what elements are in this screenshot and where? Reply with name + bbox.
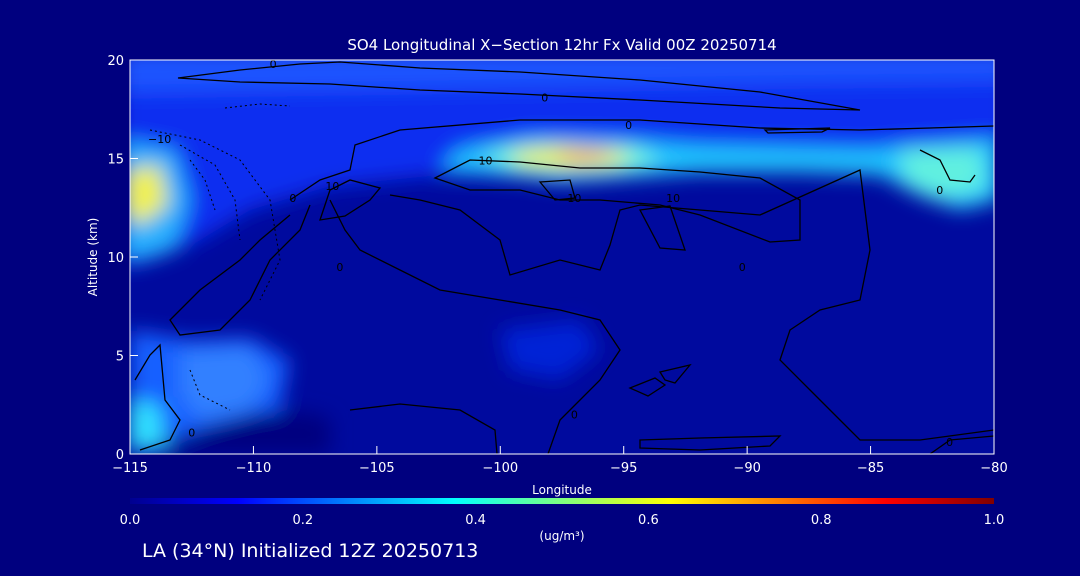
footer-caption: LA (34°N) Initialized 12Z 20250713 xyxy=(142,540,479,562)
x-tick-label: −80 xyxy=(980,461,1007,476)
x-tick-label: −110 xyxy=(236,461,272,476)
contour-label: 0 xyxy=(188,426,195,439)
colorbar-ticks: 0.0 0.2 0.4 0.6 0.8 1.0 xyxy=(120,513,1005,528)
contour-neg-2 xyxy=(179,144,241,241)
field-top-strip xyxy=(130,60,994,92)
colorbar-gradient xyxy=(130,498,994,504)
x-tick-label: −105 xyxy=(359,461,395,476)
colorbar-tick-label: 0.8 xyxy=(811,513,832,528)
x-tick-label: −95 xyxy=(610,461,637,476)
colorbar-tick-label: 0.6 xyxy=(638,513,659,528)
contour-label: 0 xyxy=(739,261,746,274)
contour-label: 0 xyxy=(946,436,953,449)
contour-neg-1 xyxy=(149,129,281,301)
y-axis-label: Altitude (km) xyxy=(86,218,100,297)
colorbar-tick-label: 0.4 xyxy=(465,513,486,528)
field-surface-cyan xyxy=(130,400,165,452)
contour-surface-0 xyxy=(349,403,498,454)
field-mid-patch xyxy=(500,320,600,380)
contour-neg-5 xyxy=(189,369,231,411)
y-tick-label: 0 xyxy=(116,448,124,463)
contour-neg-4 xyxy=(224,103,291,109)
colorbar-tick-label: 0.0 xyxy=(120,513,141,528)
contour-east-surface-0 xyxy=(929,435,994,454)
colorbar: 0.0 0.2 0.4 0.6 0.8 1.0 (ug/m³) xyxy=(120,498,1005,543)
x-tick-label: −115 xyxy=(112,461,148,476)
y-tick-label: 20 xyxy=(107,54,124,69)
contour-label: 0 xyxy=(289,192,296,205)
contour-label: 0 xyxy=(936,184,943,197)
contour-lines xyxy=(134,61,994,454)
x-tick-label: −85 xyxy=(857,461,884,476)
concentration-field xyxy=(130,60,994,454)
y-tick-label: 10 xyxy=(107,251,124,266)
contour-10-pocket xyxy=(538,179,576,201)
terrain xyxy=(160,412,330,454)
contour-label: 0 xyxy=(270,58,277,71)
contour-label: 10 xyxy=(325,180,339,193)
contour-small-loop-2 xyxy=(658,363,692,384)
contour-lower-0 xyxy=(329,199,621,454)
contour-mid-0 xyxy=(389,169,994,441)
contour-small-loop-1 xyxy=(628,377,667,397)
contour-label: 0 xyxy=(625,119,632,132)
plot-area: 0 0 0 −10 10 10 10 10 0 0 0 0 0 0 0 xyxy=(130,58,994,454)
contour-10-west xyxy=(319,179,382,221)
contour-bottom-0 xyxy=(639,435,782,451)
contour-label: 0 xyxy=(336,261,343,274)
x-axis-label: Longitude xyxy=(532,483,592,497)
contour-top-0 xyxy=(177,61,861,111)
contour-labels: 0 0 0 −10 10 10 10 10 0 0 0 0 0 0 0 xyxy=(148,58,953,449)
x-axis: −115 −110 −105 −100 −95 −90 −85 −80 xyxy=(112,446,1008,476)
y-tick-label: 5 xyxy=(116,350,124,365)
field-cyan-east xyxy=(900,148,985,198)
contour-label: 10 xyxy=(567,192,581,205)
field-lower-plume-core xyxy=(180,345,270,420)
contour-label: 10 xyxy=(666,192,680,205)
contour-10-east xyxy=(638,205,686,251)
contour-plume-0 xyxy=(134,343,181,451)
contour-label: 0 xyxy=(571,409,578,422)
contour-east-0 xyxy=(919,149,976,183)
colorbar-tick-label: 1.0 xyxy=(984,513,1005,528)
contour-inner-0 xyxy=(169,204,311,336)
colorbar-units: (ug/m³) xyxy=(539,529,584,543)
contour-label: 0 xyxy=(541,91,548,104)
contour-label: −10 xyxy=(148,133,171,146)
contour-neg-3 xyxy=(189,159,216,211)
chart-title: SO4 Longitudinal X−Section 12hr Fx Valid… xyxy=(347,36,776,54)
contour-main-0 xyxy=(289,119,994,201)
field-orange-core xyxy=(560,150,610,164)
contour-10-center xyxy=(433,159,801,243)
y-axis: 0 5 10 15 20 xyxy=(107,54,138,463)
contour-label: 10 xyxy=(478,154,492,167)
x-tick-label: −100 xyxy=(482,461,518,476)
x-tick-label: −90 xyxy=(733,461,760,476)
negative-contours xyxy=(149,103,291,411)
field-west-yellow xyxy=(130,165,168,225)
colorbar-tick-label: 0.2 xyxy=(292,513,313,528)
y-tick-label: 15 xyxy=(107,153,124,168)
